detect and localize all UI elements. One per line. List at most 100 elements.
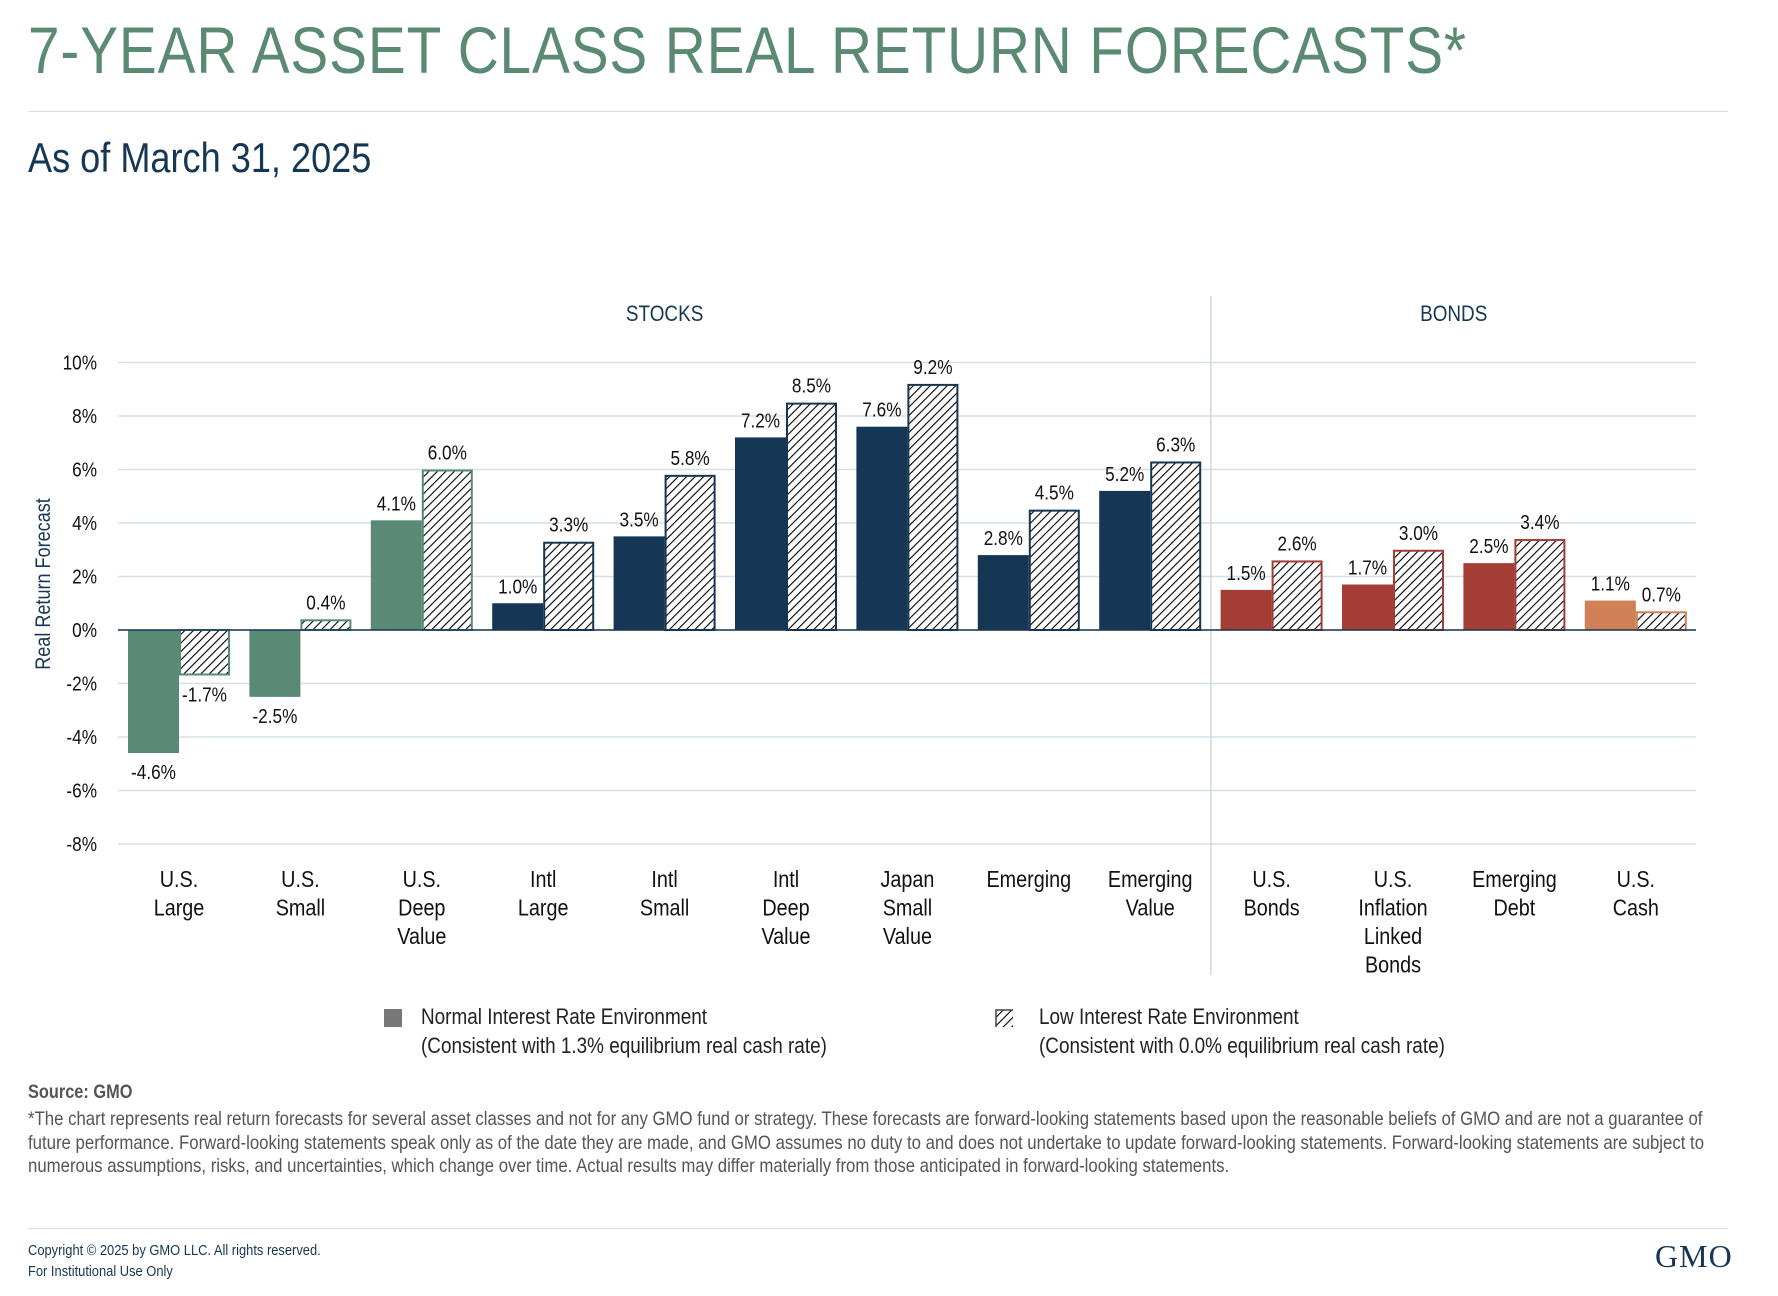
data-label: 3.4% <box>1520 511 1559 534</box>
footnote: *The chart represents real return foreca… <box>28 1108 1705 1177</box>
data-label: 1.0% <box>498 575 537 598</box>
category-label: Emerging <box>1108 867 1193 893</box>
page-title: 7-YEAR ASSET CLASS REAL RETURN FORECASTS… <box>28 13 1467 87</box>
y-tick-label: -4% <box>66 726 97 749</box>
usage-note: For Institutional Use Only <box>28 1263 173 1280</box>
y-tick-label: 6% <box>72 458 97 481</box>
category-label: U.S. <box>1617 867 1655 893</box>
category-label: Value <box>883 924 932 950</box>
category-label: U.S. <box>1252 867 1290 893</box>
legend-swatch-solid <box>384 1009 402 1027</box>
title-divider <box>28 111 1728 112</box>
bar-normal <box>1099 490 1151 630</box>
source-note: Source: GMO <box>28 1082 133 1103</box>
bar-low <box>786 402 837 631</box>
bar-normal <box>977 555 1029 630</box>
category-label: Large <box>154 895 205 921</box>
bar-normal <box>128 630 179 754</box>
data-label: 3.0% <box>1399 522 1438 545</box>
bar-normal <box>249 630 301 697</box>
bar-normal <box>613 536 665 630</box>
data-label: -1.7% <box>182 683 227 706</box>
data-label: 6.0% <box>428 441 467 464</box>
category-label: Value <box>761 924 810 950</box>
bar-normal <box>1584 600 1636 630</box>
bar-low <box>1271 560 1323 632</box>
bar-low <box>1635 611 1687 632</box>
data-label: 7.2% <box>741 409 780 432</box>
y-axis-title: Real Return Forecast <box>32 498 56 670</box>
data-label: 0.4% <box>306 591 345 614</box>
category-label: Value <box>1126 895 1175 921</box>
y-tick-label: -2% <box>66 672 97 695</box>
category-label: Japan <box>880 867 934 893</box>
group-label: BONDS <box>1420 302 1487 327</box>
data-label: 9.2% <box>913 356 952 379</box>
data-label: 1.1% <box>1591 572 1630 595</box>
bar-normal <box>492 603 544 630</box>
data-label: 7.6% <box>862 398 901 421</box>
legend-sublabel: (Consistent with 1.3% equilibrium real c… <box>421 1033 827 1058</box>
data-label: 4.5% <box>1035 481 1074 504</box>
category-label: Debt <box>1494 895 1536 921</box>
bar-low <box>1514 539 1566 631</box>
data-label: 1.5% <box>1227 562 1266 585</box>
bar-normal <box>856 426 908 630</box>
category-label: Deep <box>762 895 809 921</box>
bar-low <box>907 383 959 631</box>
bar-normal <box>735 437 786 630</box>
category-label: Intl <box>651 867 677 893</box>
bar-low <box>179 629 230 676</box>
data-label: 4.1% <box>377 492 416 515</box>
data-label: 5.2% <box>1105 463 1144 486</box>
page-subtitle: As of March 31, 2025 <box>28 134 372 181</box>
category-label: Emerging <box>1472 867 1557 893</box>
data-label: 2.8% <box>984 527 1023 550</box>
bar-low <box>664 474 716 631</box>
bar-low <box>300 619 352 631</box>
bar-low <box>1393 549 1444 631</box>
category-label: Deep <box>398 895 445 921</box>
y-tick-label: 10% <box>63 351 97 374</box>
bar-low <box>543 541 595 631</box>
data-label: -4.6% <box>131 761 176 784</box>
bar-normal <box>1463 563 1515 630</box>
data-label: 1.7% <box>1348 556 1387 579</box>
legend-sublabel: (Consistent with 0.0% equilibrium real c… <box>1039 1033 1445 1058</box>
y-tick-label: 4% <box>72 512 97 535</box>
legend-label: Normal Interest Rate Environment <box>421 1004 708 1029</box>
data-label: 3.3% <box>549 513 588 536</box>
gmo-logo: GMO <box>1655 1238 1733 1274</box>
data-label: 3.5% <box>620 508 659 531</box>
group-label: STOCKS <box>626 302 703 327</box>
bar-low <box>421 469 473 631</box>
data-label: 6.3% <box>1156 433 1195 456</box>
data-label: 2.6% <box>1278 532 1317 555</box>
bar-low <box>1028 509 1080 631</box>
category-label: Intl <box>530 867 556 893</box>
category-label: Value <box>397 924 446 950</box>
bar-normal <box>1220 589 1272 630</box>
category-label: Inflation <box>1358 895 1427 921</box>
category-label: Cash <box>1613 895 1659 921</box>
data-label: 8.5% <box>792 374 831 397</box>
data-label: 0.7% <box>1642 583 1681 606</box>
bar-chart: 10% 8% 6% 4% 2% 0% -2% -4% -6% -8% Real Return For… <box>32 296 1696 978</box>
y-tick-label: 0% <box>72 619 97 642</box>
data-label: 2.5% <box>1469 535 1508 558</box>
category-label: U.S. <box>403 867 441 893</box>
bar-low <box>1150 461 1202 631</box>
category-label: Small <box>276 895 325 921</box>
category-label: U.S. <box>1374 867 1412 893</box>
data-label: 5.8% <box>671 447 710 470</box>
y-tick-label: -6% <box>66 779 97 802</box>
category-label: Emerging <box>986 867 1071 893</box>
category-label: Large <box>518 895 569 921</box>
y-tick-label: 2% <box>72 565 97 588</box>
category-label: Linked <box>1364 924 1422 950</box>
category-label: Small <box>883 895 932 921</box>
legend-swatch-hatched <box>995 1009 1013 1027</box>
y-tick-label: 8% <box>72 405 97 428</box>
category-label: Bonds <box>1365 952 1421 978</box>
bar-normal <box>1342 584 1393 630</box>
